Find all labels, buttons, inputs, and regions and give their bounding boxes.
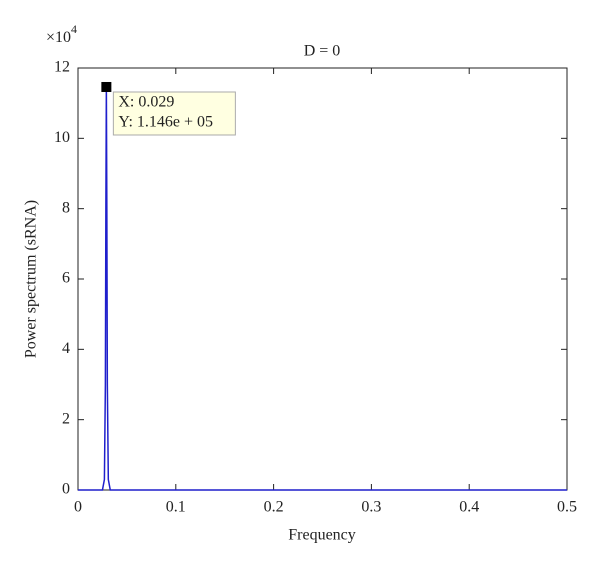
- datatip-y: Y: 1.146e + 05: [118, 114, 213, 131]
- chart-title: D = 0: [304, 43, 341, 60]
- y-tick-label: 0: [62, 481, 70, 498]
- spectrum-line: [78, 86, 567, 491]
- datatip-box: [112, 91, 236, 136]
- y-tick-label: 10: [54, 129, 70, 146]
- y-multiplier-base: ×10: [46, 29, 71, 46]
- y-tick-label: 12: [54, 59, 70, 76]
- x-tick-label: 0.1: [166, 499, 186, 516]
- y-axis-label: Power spectrum (sRNA): [23, 200, 40, 358]
- x-tick-label: 0: [74, 499, 82, 516]
- x-tick-label: 0.5: [557, 499, 577, 516]
- datatip-x: X: 0.029: [118, 94, 174, 111]
- y-multiplier-exponent: 4: [71, 22, 77, 36]
- y-tick-label: 8: [62, 199, 70, 216]
- x-tick-label: 0.3: [361, 499, 381, 516]
- y-tick-label: 2: [62, 410, 70, 427]
- y-tick-label: 4: [62, 340, 70, 357]
- y-multiplier: ×104: [46, 22, 77, 46]
- x-tick-label: 0.2: [264, 499, 284, 516]
- x-axis-label: Frequency: [288, 527, 356, 544]
- datatip-marker: [101, 81, 112, 92]
- x-tick-label: 0.4: [459, 499, 479, 516]
- y-tick-label: 6: [62, 270, 70, 287]
